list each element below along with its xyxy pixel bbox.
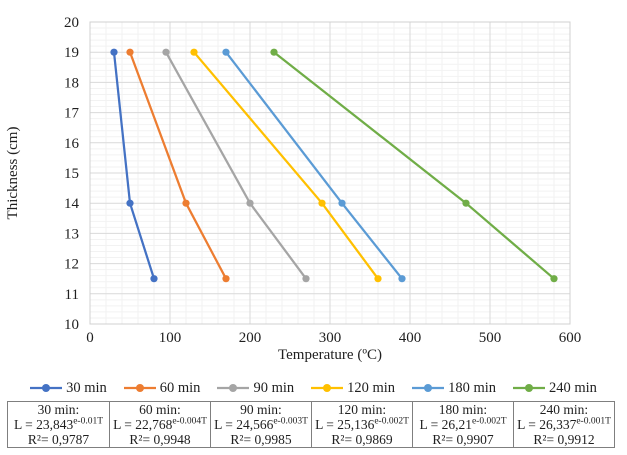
y-tick-label: 13 bbox=[64, 226, 79, 242]
cell-r-squared: R²= 0,9869 bbox=[331, 431, 393, 447]
cell-r-squared: R²= 0,9787 bbox=[27, 431, 90, 447]
x-tick-label: 500 bbox=[479, 330, 502, 346]
cell-time-label: 90 min: bbox=[240, 402, 282, 417]
equation-cell-240-min: 240 min: L = 26,337e-0.001T R²= 0,9912 bbox=[513, 402, 614, 448]
x-tick-label: 400 bbox=[399, 330, 422, 346]
cell-time-label: 180 min: bbox=[438, 402, 488, 417]
cell-time-label: 240 min: bbox=[539, 402, 589, 417]
series-line-30-min bbox=[112, 51, 156, 280]
y-tick-label: 20 bbox=[64, 15, 79, 31]
legend-item-label: 30 min bbox=[66, 379, 107, 396]
cell-r-squared: R²= 0,9985 bbox=[230, 431, 292, 447]
data-point-240-min bbox=[270, 48, 278, 56]
cell-r-squared: R²= 0,9948 bbox=[129, 431, 191, 447]
x-tick-label: 300 bbox=[319, 330, 342, 346]
cell-equation: L = 26,337e-0.001T bbox=[517, 416, 611, 432]
data-point-240-min bbox=[550, 275, 558, 283]
series-line-120-min bbox=[192, 51, 380, 280]
data-point-180-min bbox=[338, 199, 346, 207]
cell-equation: L = 26,21e-0.002T bbox=[419, 416, 507, 432]
y-tick-label: 17 bbox=[64, 106, 80, 122]
x-tick-label: 600 bbox=[559, 330, 582, 346]
cell-r-squared: R²= 0,9907 bbox=[432, 431, 494, 447]
series-line-60-min bbox=[128, 51, 228, 280]
legend-item-30-min: 30 min bbox=[30, 380, 107, 397]
x-tick-label: 0 bbox=[86, 330, 94, 346]
data-point-90-min bbox=[302, 275, 310, 283]
legend-marker-icon bbox=[217, 384, 250, 392]
y-tick-label: 15 bbox=[64, 166, 79, 182]
legend-item-label: 240 min bbox=[549, 379, 597, 396]
data-point-60-min bbox=[182, 199, 190, 207]
data-point-90-min bbox=[246, 199, 254, 207]
equation-cell-180-min: 180 min: L = 26,21e-0.002T R²= 0,9907 bbox=[412, 402, 513, 448]
data-point-60-min bbox=[222, 275, 230, 283]
y-axis-label: Thickness (cm) bbox=[5, 127, 21, 220]
data-point-30-min bbox=[110, 48, 118, 56]
y-tick-label: 19 bbox=[64, 45, 79, 61]
cell-time-label: 60 min: bbox=[139, 402, 181, 417]
equation-cell-90-min: 90 min: L = 24,566e-0.003T R²= 0,9985 bbox=[210, 402, 311, 448]
legend-marker-icon bbox=[412, 384, 445, 392]
data-point-30-min bbox=[126, 199, 134, 207]
cell-equation: L = 23,843e-0.01T bbox=[13, 416, 104, 432]
y-tick-label: 12 bbox=[64, 257, 79, 273]
y-tick-label: 11 bbox=[65, 287, 79, 303]
equation-cell-120-min: 120 min: L = 25,136e-0.002T R²= 0,9869 bbox=[311, 402, 412, 448]
data-point-120-min bbox=[190, 48, 198, 56]
data-point-90-min bbox=[162, 48, 170, 56]
legend-item-180-min: 180 min bbox=[412, 380, 496, 397]
cell-time-label: 30 min: bbox=[37, 402, 80, 417]
cell-r-squared: R²= 0,9912 bbox=[533, 431, 595, 447]
x-tick-label: 100 bbox=[159, 330, 182, 346]
legend-marker-icon bbox=[30, 384, 63, 392]
y-tick-label: 14 bbox=[64, 196, 80, 212]
y-tick-label: 16 bbox=[64, 136, 80, 152]
plot-area: 0 100 200 300 400 500 600 10 11 12 13 14 15 16 17 18 19 2… bbox=[64, 15, 581, 346]
equations-table: 30 min: L = 23,843e-0.01T R²= 0,9787 60 min… bbox=[7, 401, 615, 448]
cell-time-label: 120 min: bbox=[337, 402, 387, 417]
equation-cell-30-min: 30 min: L = 23,843e-0.01T R²= 0,9787 bbox=[8, 402, 109, 448]
legend-item-240-min: 240 min bbox=[513, 380, 597, 397]
legend-item-label: 180 min bbox=[448, 379, 496, 396]
data-point-120-min bbox=[318, 199, 326, 207]
series-line-240-min bbox=[272, 51, 556, 280]
cell-equation: L = 22,768e-0.004T bbox=[113, 416, 207, 432]
legend-item-label: 120 min bbox=[347, 379, 396, 396]
legend-item-60-min: 60 min bbox=[123, 379, 201, 397]
legend-marker-icon bbox=[123, 384, 156, 392]
data-point-120-min bbox=[374, 275, 382, 283]
thickness-temperature-chart: 0 100 200 300 400 500 600 10 11 12 13 14 15 16 17 18 19 2… bbox=[5, 15, 581, 363]
cell-equation: L = 25,136e-0.002T bbox=[315, 416, 409, 432]
cell-equation: L = 24,566e-0.003T bbox=[214, 416, 308, 432]
legend-item-label: 60 min bbox=[159, 379, 201, 396]
chart-legend: 30 min 60 min 90 min 120 min 180 min 240 min bbox=[0, 377, 627, 399]
data-point-60-min bbox=[126, 48, 134, 56]
x-tick-label: 200 bbox=[239, 330, 262, 346]
legend-marker-icon bbox=[311, 384, 344, 392]
legend-item-label: 90 min bbox=[253, 379, 295, 396]
data-point-180-min bbox=[398, 275, 406, 283]
legend-item-90-min: 90 min bbox=[217, 380, 294, 397]
equation-cell-60-min: 60 min: L = 22,768e-0.004T R²= 0,9948 bbox=[109, 402, 210, 448]
x-axis-label: Temperature (ºC) bbox=[278, 347, 382, 363]
y-tick-label: 10 bbox=[64, 317, 79, 333]
y-tick-label: 18 bbox=[64, 75, 79, 91]
legend-marker-icon bbox=[513, 384, 545, 392]
data-point-240-min bbox=[462, 199, 470, 207]
plot-border bbox=[89, 21, 571, 325]
data-point-30-min bbox=[150, 275, 158, 283]
legend-item-120-min: 120 min bbox=[311, 380, 395, 397]
series-line-90-min bbox=[164, 51, 308, 280]
data-point-180-min bbox=[222, 48, 230, 56]
